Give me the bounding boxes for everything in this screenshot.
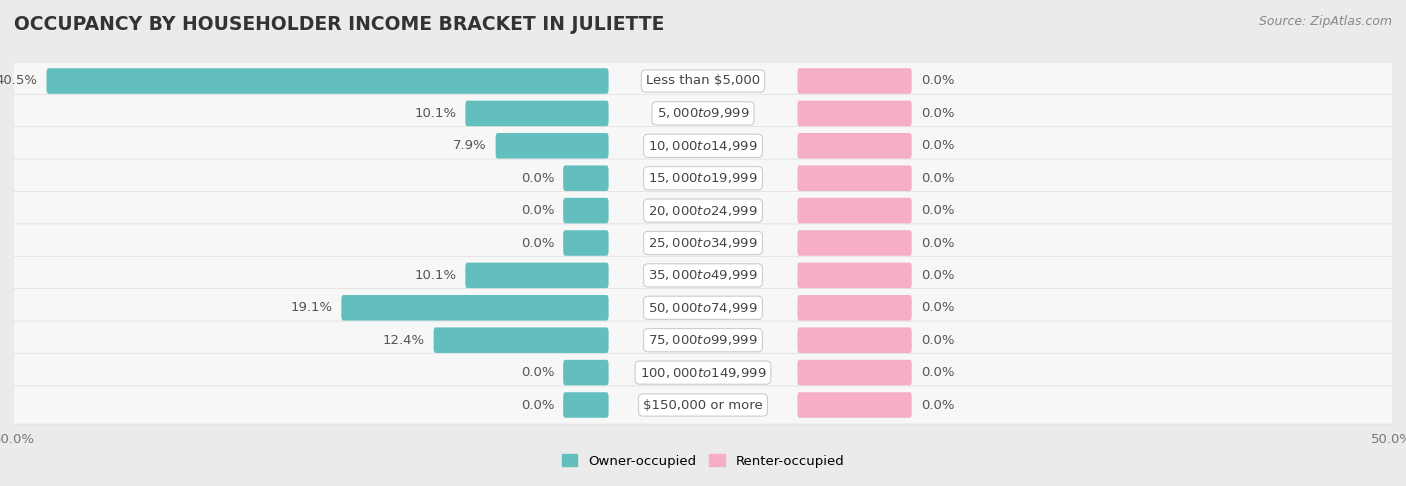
Text: $15,000 to $19,999: $15,000 to $19,999 [648,171,758,185]
Text: 12.4%: 12.4% [382,334,425,347]
Text: 0.0%: 0.0% [921,237,955,249]
Text: 0.0%: 0.0% [921,366,955,379]
Text: 0.0%: 0.0% [520,172,554,185]
Text: 0.0%: 0.0% [520,204,554,217]
Text: 0.0%: 0.0% [921,74,955,87]
Text: 10.1%: 10.1% [415,107,457,120]
FancyBboxPatch shape [46,68,609,94]
Text: OCCUPANCY BY HOUSEHOLDER INCOME BRACKET IN JULIETTE: OCCUPANCY BY HOUSEHOLDER INCOME BRACKET … [14,15,665,34]
Text: 0.0%: 0.0% [520,237,554,249]
FancyBboxPatch shape [564,198,609,224]
FancyBboxPatch shape [797,262,911,288]
FancyBboxPatch shape [0,224,1406,262]
Text: $50,000 to $74,999: $50,000 to $74,999 [648,301,758,315]
FancyBboxPatch shape [342,295,609,321]
FancyBboxPatch shape [797,165,911,191]
FancyBboxPatch shape [797,101,911,126]
Text: $100,000 to $149,999: $100,000 to $149,999 [640,365,766,380]
Text: $10,000 to $14,999: $10,000 to $14,999 [648,139,758,153]
FancyBboxPatch shape [496,133,609,158]
Text: 0.0%: 0.0% [921,204,955,217]
FancyBboxPatch shape [797,392,911,418]
FancyBboxPatch shape [564,392,609,418]
FancyBboxPatch shape [0,127,1406,165]
FancyBboxPatch shape [465,262,609,288]
FancyBboxPatch shape [564,165,609,191]
Text: 0.0%: 0.0% [921,172,955,185]
FancyBboxPatch shape [797,133,911,158]
Text: $25,000 to $34,999: $25,000 to $34,999 [648,236,758,250]
FancyBboxPatch shape [0,191,1406,230]
FancyBboxPatch shape [797,198,911,224]
Text: $35,000 to $49,999: $35,000 to $49,999 [648,268,758,282]
FancyBboxPatch shape [0,94,1406,133]
Text: 0.0%: 0.0% [921,107,955,120]
Text: 7.9%: 7.9% [453,139,486,152]
Text: $150,000 or more: $150,000 or more [643,399,763,412]
Text: 0.0%: 0.0% [520,399,554,412]
Text: 19.1%: 19.1% [290,301,332,314]
FancyBboxPatch shape [797,68,911,94]
FancyBboxPatch shape [465,101,609,126]
FancyBboxPatch shape [0,62,1406,100]
FancyBboxPatch shape [564,360,609,385]
FancyBboxPatch shape [0,289,1406,327]
FancyBboxPatch shape [0,321,1406,359]
Text: 10.1%: 10.1% [415,269,457,282]
FancyBboxPatch shape [797,230,911,256]
FancyBboxPatch shape [0,386,1406,424]
Text: $20,000 to $24,999: $20,000 to $24,999 [648,204,758,218]
Text: Less than $5,000: Less than $5,000 [645,74,761,87]
Text: 0.0%: 0.0% [921,334,955,347]
FancyBboxPatch shape [564,230,609,256]
FancyBboxPatch shape [0,159,1406,197]
FancyBboxPatch shape [433,328,609,353]
FancyBboxPatch shape [797,328,911,353]
Text: 0.0%: 0.0% [520,366,554,379]
Text: 40.5%: 40.5% [0,74,38,87]
Text: Source: ZipAtlas.com: Source: ZipAtlas.com [1258,15,1392,28]
Text: 0.0%: 0.0% [921,269,955,282]
Text: 0.0%: 0.0% [921,301,955,314]
FancyBboxPatch shape [797,295,911,321]
Text: $75,000 to $99,999: $75,000 to $99,999 [648,333,758,347]
FancyBboxPatch shape [797,360,911,385]
FancyBboxPatch shape [0,353,1406,392]
Text: $5,000 to $9,999: $5,000 to $9,999 [657,106,749,121]
Text: 0.0%: 0.0% [921,399,955,412]
Legend: Owner-occupied, Renter-occupied: Owner-occupied, Renter-occupied [557,449,849,473]
FancyBboxPatch shape [0,256,1406,295]
Text: 0.0%: 0.0% [921,139,955,152]
